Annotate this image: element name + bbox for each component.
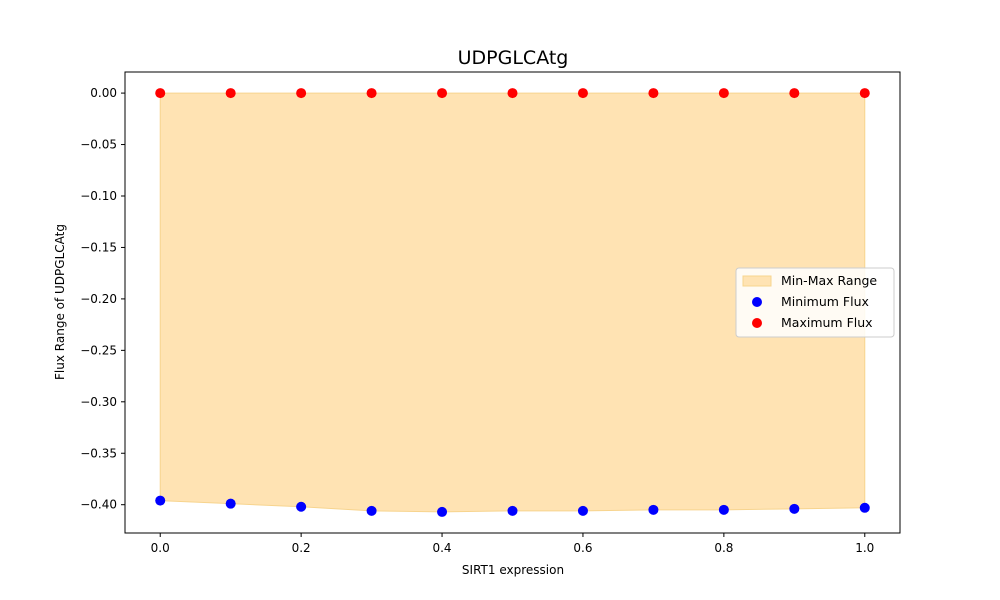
maximum-flux-point	[648, 88, 659, 99]
minimum-flux-point	[789, 503, 800, 514]
legend-marker-maximum-flux	[752, 318, 762, 328]
y-tick-label: −0.15	[80, 240, 117, 254]
minimum-flux-point	[155, 495, 166, 506]
minimum-flux-point	[648, 504, 659, 515]
y-axis-ticks: 0.00 −0.05 −0.10 −0.15 −0.20 −0.25 −0.30 −0.35 −…	[80, 86, 125, 512]
y-axis-title: Flux Range of UDPGLCAtg	[53, 224, 67, 380]
minimum-flux-point	[577, 505, 588, 516]
y-tick-label: −0.40	[80, 498, 117, 512]
legend-label-min-max-range: Min-Max Range	[781, 273, 877, 288]
minimum-flux-point	[718, 504, 729, 515]
y-tick-label: 0.00	[90, 86, 117, 100]
minimum-flux-point	[225, 498, 236, 509]
x-tick-label: 0.8	[714, 541, 733, 555]
minimum-flux-point	[296, 501, 307, 512]
y-tick-label: −0.20	[80, 292, 117, 306]
y-tick-label: −0.05	[80, 138, 117, 152]
legend-swatch-min-max-range	[742, 275, 772, 287]
legend-label-minimum-flux: Minimum Flux	[781, 294, 869, 309]
x-tick-label: 0.0	[151, 541, 170, 555]
maximum-flux-point	[225, 88, 236, 99]
data-points	[155, 88, 870, 517]
y-tick-label: −0.35	[80, 446, 117, 460]
x-axis-title: SIRT1 expression	[462, 563, 564, 577]
maximum-flux-point	[718, 88, 729, 99]
maximum-flux-point	[437, 88, 448, 99]
minimum-flux-point	[437, 506, 448, 517]
legend: Min-Max Range Minimum Flux Maximum Flux	[735, 267, 895, 338]
y-tick-label: −0.10	[80, 189, 117, 203]
x-tick-label: 0.4	[432, 541, 451, 555]
maximum-flux-point	[789, 88, 800, 99]
x-tick-label: 0.6	[573, 541, 592, 555]
minimum-flux-point	[366, 505, 377, 516]
minimum-flux-point	[507, 505, 518, 516]
y-tick-label: −0.30	[80, 395, 117, 409]
legend-marker-minimum-flux	[752, 297, 762, 307]
maximum-flux-point	[507, 88, 518, 99]
maximum-flux-point	[577, 88, 588, 99]
maximum-flux-point	[859, 88, 870, 99]
plot-frame	[124, 71, 901, 534]
maximum-flux-point	[296, 88, 307, 99]
minimum-flux-point	[859, 502, 870, 513]
chart-title: UDPGLCAtg	[458, 47, 569, 69]
maximum-flux-point	[155, 88, 166, 99]
y-tick-label: −0.25	[80, 343, 117, 357]
x-tick-label: 0.2	[292, 541, 311, 555]
maximum-flux-point	[366, 88, 377, 99]
legend-box	[735, 267, 895, 338]
legend-label-maximum-flux: Maximum Flux	[781, 315, 873, 330]
x-tick-label: 1.0	[855, 541, 874, 555]
x-axis-ticks: 0.0 0.2 0.4 0.6 0.8 1.0	[151, 533, 874, 555]
